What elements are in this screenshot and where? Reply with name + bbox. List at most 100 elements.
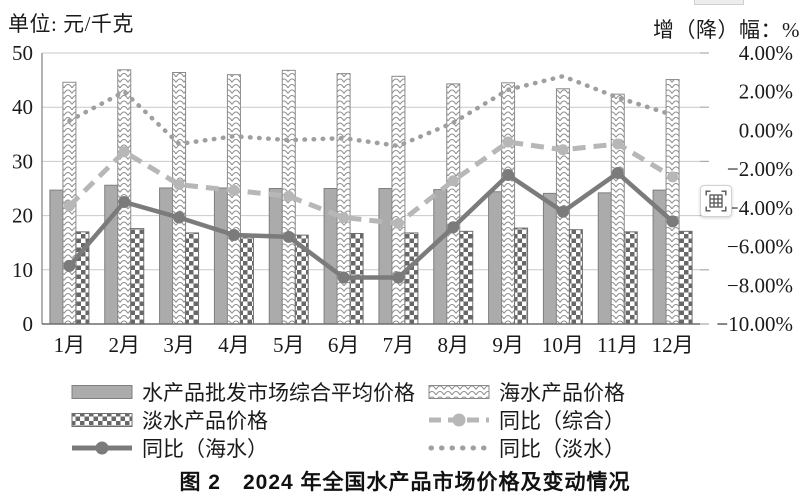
right-axis-tick-label: −4.00% — [727, 196, 793, 220]
yoy-comprehensive-marker — [228, 184, 240, 196]
left-axis-tick-label: 50 — [12, 41, 33, 65]
yoy-comprehensive-line — [63, 136, 679, 229]
right-axis-tick-label: −2.00% — [727, 157, 793, 181]
yoy-seawater-marker — [447, 221, 460, 234]
bar-comprehensive — [213, 187, 228, 325]
yoy-seawater-marker — [63, 259, 76, 272]
left-axis-tick-labels: 0 10 20 30 40 50 — [12, 41, 33, 336]
bar-seawater — [446, 83, 461, 325]
legend-swatch-hatch-bar — [428, 385, 490, 399]
yoy-comprehensive-marker — [502, 136, 514, 148]
legend-item-yoy-freshwater: 同比（淡水） — [428, 434, 625, 462]
yoy-seawater-marker — [118, 196, 131, 209]
legend-swatch-gray-bar — [71, 385, 133, 399]
legend-item-seawater-price: 海水产品价格 — [428, 378, 625, 406]
x-axis-month-label: 1月 — [54, 333, 86, 357]
bar-seawater — [172, 72, 187, 325]
x-axis-month-label: 12月 — [652, 333, 694, 357]
bar-freshwater — [404, 232, 419, 325]
bar-seawater — [226, 74, 241, 325]
legend-label: 水产品批发市场综合平均价格 — [142, 381, 415, 405]
legend-label: 海水产品价格 — [499, 381, 625, 405]
right-axis-tick-label: 2.00% — [739, 80, 793, 104]
legend-label: 淡水产品价格 — [142, 409, 268, 433]
legend-label: 同比（海水） — [142, 437, 268, 461]
figure-caption: 图 2 2024 年全国水产品市场价格及变动情况 — [179, 471, 631, 494]
x-axis-month-label: 7月 — [383, 333, 415, 357]
cropped-ui-fragment — [694, 0, 744, 5]
extract-table-icon — [705, 190, 727, 212]
yoy-seawater-marker — [611, 167, 624, 180]
gridlines — [42, 52, 709, 325]
yoy-comprehensive-marker — [338, 212, 350, 224]
bar-comprehensive — [159, 187, 174, 325]
bar-comprehensive — [488, 191, 503, 325]
bar-seawater — [665, 79, 680, 325]
bar-comprehensive — [378, 188, 393, 325]
yoy-comprehensive-marker — [392, 217, 404, 229]
yoy-seawater-marker — [392, 271, 405, 284]
combo-chart: 0 10 20 30 40 50 4.00% 2.00% 0.00% −2.00% −4.00% −6… — [12, 41, 793, 357]
yoy-comprehensive-marker — [612, 138, 624, 150]
left-axis-tick-label: 0 — [23, 312, 34, 336]
bar-seawater — [391, 75, 406, 325]
x-axis-month-label: 5月 — [273, 333, 305, 357]
x-axis-month-label: 3月 — [163, 333, 195, 357]
bar-freshwater — [185, 232, 200, 325]
bar-freshwater — [623, 231, 638, 325]
legend-swatch-dotted-line — [428, 445, 490, 451]
yoy-comprehensive-marker — [118, 146, 130, 158]
combo-chart-canvas: 0 10 20 30 40 50 4.00% 2.00% 0.00% −2.00% −4.00% −6… — [12, 41, 793, 357]
bar-comprehensive — [49, 189, 64, 325]
legend-label: 同比（淡水） — [499, 437, 625, 461]
legend-item-freshwater-price: 淡水产品价格 — [71, 406, 415, 434]
yoy-seawater-marker — [556, 205, 569, 218]
bar-comprehensive — [542, 192, 557, 325]
bar-seawater — [501, 82, 516, 325]
yoy-seawater-marker — [282, 230, 295, 243]
left-axis-title: 单位: 元/千克 — [8, 12, 134, 36]
extract-table-button[interactable] — [700, 185, 732, 217]
yoy-comprehensive-marker — [667, 171, 679, 183]
legend-item-yoy-seawater: 同比（海水） — [71, 434, 415, 462]
x-axis-month-label: 11月 — [597, 333, 638, 357]
legend-swatch-solid-line — [72, 441, 132, 455]
bar-comprehensive — [268, 188, 283, 325]
x-axis-month-label: 2月 — [109, 333, 141, 357]
yoy-comprehensive-marker — [447, 175, 459, 187]
bar-freshwater — [130, 228, 145, 325]
bar-comprehensive — [323, 188, 338, 325]
right-axis-tick-label: −10.00% — [716, 312, 793, 336]
right-axis-tick-label: 0.00% — [739, 118, 793, 142]
yoy-comprehensive-marker — [283, 190, 295, 202]
bar-seawater — [336, 73, 351, 325]
yoy-seawater-marker — [502, 168, 515, 181]
legend-item-comprehensive-price: 水产品批发市场综合平均价格 — [71, 378, 415, 406]
bar-freshwater — [514, 227, 529, 325]
right-axis-tick-label: 4.00% — [739, 41, 793, 65]
legend-swatch-dashed-line — [429, 413, 489, 427]
bar-freshwater — [568, 229, 583, 325]
yoy-comprehensive-marker — [63, 200, 75, 212]
yoy-seawater-marker — [227, 228, 240, 241]
bar-comprehensive — [597, 192, 612, 325]
yoy-seawater-marker — [173, 211, 186, 224]
legend-item-yoy-comprehensive: 同比（综合） — [428, 406, 625, 434]
yoy-freshwater-line — [67, 73, 675, 149]
bar-comprehensive — [433, 189, 448, 325]
yoy-seawater-marker — [337, 271, 350, 284]
left-axis-tick-label: 30 — [12, 149, 33, 173]
right-axis-tick-labels: 4.00% 2.00% 0.00% −2.00% −4.00% −6.00% −8.00% −… — [716, 41, 793, 336]
yoy-comprehensive-marker — [173, 179, 185, 191]
x-axis-month-label: 4月 — [218, 333, 250, 357]
x-axis-month-label: 10月 — [542, 333, 584, 357]
x-axis-month-label: 6月 — [328, 333, 360, 357]
right-axis-tick-label: −8.00% — [727, 273, 793, 297]
left-axis-tick-label: 10 — [12, 258, 33, 282]
x-axis-category-labels: 1月 2月 3月 4月 5月 6月 7月 8月 9月 10月 11月 12月 — [54, 333, 694, 357]
x-axis-month-label: 8月 — [438, 333, 470, 357]
right-axis-title: 增（降）幅：% — [653, 18, 800, 42]
yoy-comprehensive-marker — [557, 144, 569, 156]
bar-freshwater — [678, 230, 693, 325]
bar-comprehensive — [104, 184, 119, 325]
